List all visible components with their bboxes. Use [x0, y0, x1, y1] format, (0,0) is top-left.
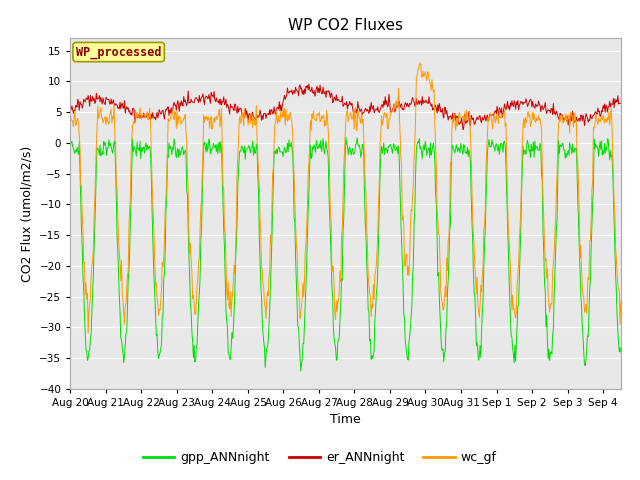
gpp_ANNnight — [476, 343, 484, 348]
X-axis label: Time: Time — [330, 413, 361, 426]
wc_gf — [463, 108, 470, 113]
Legend: gpp_ANNnight, er_ANNnight, wc_gf: gpp_ANNnight, er_ANNnight, wc_gf — [138, 446, 502, 469]
gpp_ANNnight — [323, 145, 330, 151]
wc_gf — [617, 299, 625, 304]
wc_gf — [416, 60, 424, 65]
Line: er_ANNnight: er_ANNnight — [70, 84, 621, 130]
gpp_ANNnight — [143, 142, 151, 148]
er_ANNnight — [68, 107, 76, 112]
Line: gpp_ANNnight: gpp_ANNnight — [70, 137, 621, 371]
gpp_ANNnight — [297, 368, 305, 374]
Y-axis label: CO2 Flux (umol/m2/s): CO2 Flux (umol/m2/s) — [21, 145, 34, 282]
gpp_ANNnight — [463, 151, 470, 156]
wc_gf — [67, 112, 74, 118]
er_ANNnight — [459, 127, 467, 132]
gpp_ANNnight — [67, 144, 74, 149]
wc_gf — [68, 118, 76, 123]
er_ANNnight — [463, 118, 470, 124]
er_ANNnight — [617, 100, 625, 106]
gpp_ANNnight — [617, 349, 625, 355]
er_ANNnight — [67, 107, 74, 112]
er_ANNnight — [301, 91, 309, 96]
wc_gf — [84, 330, 92, 336]
gpp_ANNnight — [342, 134, 350, 140]
Title: WP CO2 Fluxes: WP CO2 Fluxes — [288, 18, 403, 33]
gpp_ANNnight — [68, 144, 76, 149]
wc_gf — [145, 117, 152, 123]
er_ANNnight — [323, 88, 330, 94]
wc_gf — [302, 241, 310, 247]
Text: WP_processed: WP_processed — [76, 46, 161, 59]
wc_gf — [323, 107, 330, 113]
wc_gf — [476, 302, 484, 308]
er_ANNnight — [143, 110, 151, 116]
gpp_ANNnight — [302, 284, 310, 289]
er_ANNnight — [305, 81, 313, 87]
Line: wc_gf: wc_gf — [70, 62, 621, 333]
er_ANNnight — [476, 113, 484, 119]
